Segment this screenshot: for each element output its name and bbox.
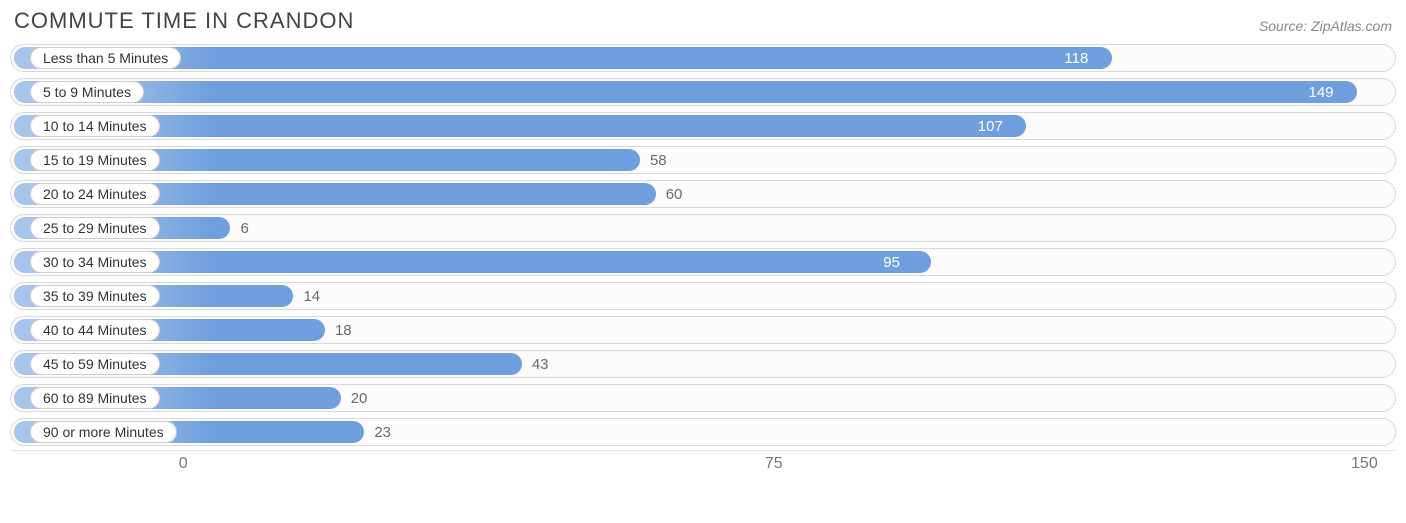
bar bbox=[14, 81, 1357, 103]
bar-row: 60 to 89 Minutes 20 bbox=[10, 384, 1396, 412]
bar-row: 35 to 39 Minutes 14 bbox=[10, 282, 1396, 310]
bar-value: 23 bbox=[374, 418, 391, 446]
bar-row: 25 to 29 Minutes 6 bbox=[10, 214, 1396, 242]
category-pill: 45 to 59 Minutes bbox=[30, 353, 160, 375]
bar-value: 18 bbox=[335, 316, 352, 344]
axis-tick: 0 bbox=[179, 455, 188, 473]
x-axis: 0 75 150 bbox=[10, 450, 1396, 480]
category-pill: 90 or more Minutes bbox=[30, 421, 177, 443]
category-pill: 15 to 19 Minutes bbox=[30, 149, 160, 171]
chart-header: COMMUTE TIME IN CRANDON Source: ZipAtlas… bbox=[10, 8, 1396, 34]
category-pill: 5 to 9 Minutes bbox=[30, 81, 144, 103]
bar-row: Less than 5 Minutes 118 bbox=[10, 44, 1396, 72]
bar-value: 43 bbox=[532, 350, 549, 378]
axis-tick: 150 bbox=[1351, 455, 1378, 473]
category-pill: 20 to 24 Minutes bbox=[30, 183, 160, 205]
bar-value: 14 bbox=[303, 282, 320, 310]
bar-row: 30 to 34 Minutes 95 bbox=[10, 248, 1396, 276]
bar bbox=[14, 115, 1026, 137]
bar-row: 5 to 9 Minutes 149 bbox=[10, 78, 1396, 106]
bar-row: 20 to 24 Minutes 60 bbox=[10, 180, 1396, 208]
bar-row: 45 to 59 Minutes 43 bbox=[10, 350, 1396, 378]
source-prefix: Source: bbox=[1259, 18, 1311, 34]
bar-value: 20 bbox=[351, 384, 368, 412]
bar-value: 149 bbox=[1309, 78, 1334, 106]
bar-value: 58 bbox=[650, 146, 667, 174]
category-pill: 10 to 14 Minutes bbox=[30, 115, 160, 137]
bar-value: 107 bbox=[978, 112, 1003, 140]
chart-title: COMMUTE TIME IN CRANDON bbox=[14, 8, 354, 34]
bar-value: 118 bbox=[1064, 44, 1088, 72]
bar-value: 60 bbox=[666, 180, 683, 208]
source-attribution: Source: ZipAtlas.com bbox=[1259, 18, 1392, 34]
source-name: ZipAtlas.com bbox=[1311, 18, 1392, 34]
bar-row: 90 or more Minutes 23 bbox=[10, 418, 1396, 446]
chart-container: COMMUTE TIME IN CRANDON Source: ZipAtlas… bbox=[0, 0, 1406, 488]
category-pill: Less than 5 Minutes bbox=[30, 47, 181, 69]
plot-area: Less than 5 Minutes 118 5 to 9 Minutes 149 1… bbox=[10, 44, 1396, 482]
category-pill: 25 to 29 Minutes bbox=[30, 217, 160, 239]
bar-row: 40 to 44 Minutes 18 bbox=[10, 316, 1396, 344]
category-pill: 30 to 34 Minutes bbox=[30, 251, 160, 273]
bar-row: 10 to 14 Minutes 107 bbox=[10, 112, 1396, 140]
axis-tick: 75 bbox=[765, 455, 783, 473]
bar-value: 6 bbox=[240, 214, 248, 242]
category-pill: 35 to 39 Minutes bbox=[30, 285, 160, 307]
bar-row: 15 to 19 Minutes 58 bbox=[10, 146, 1396, 174]
bar-value: 95 bbox=[883, 248, 900, 276]
category-pill: 40 to 44 Minutes bbox=[30, 319, 160, 341]
category-pill: 60 to 89 Minutes bbox=[30, 387, 160, 409]
bar-rows: Less than 5 Minutes 118 5 to 9 Minutes 149 1… bbox=[10, 44, 1396, 446]
